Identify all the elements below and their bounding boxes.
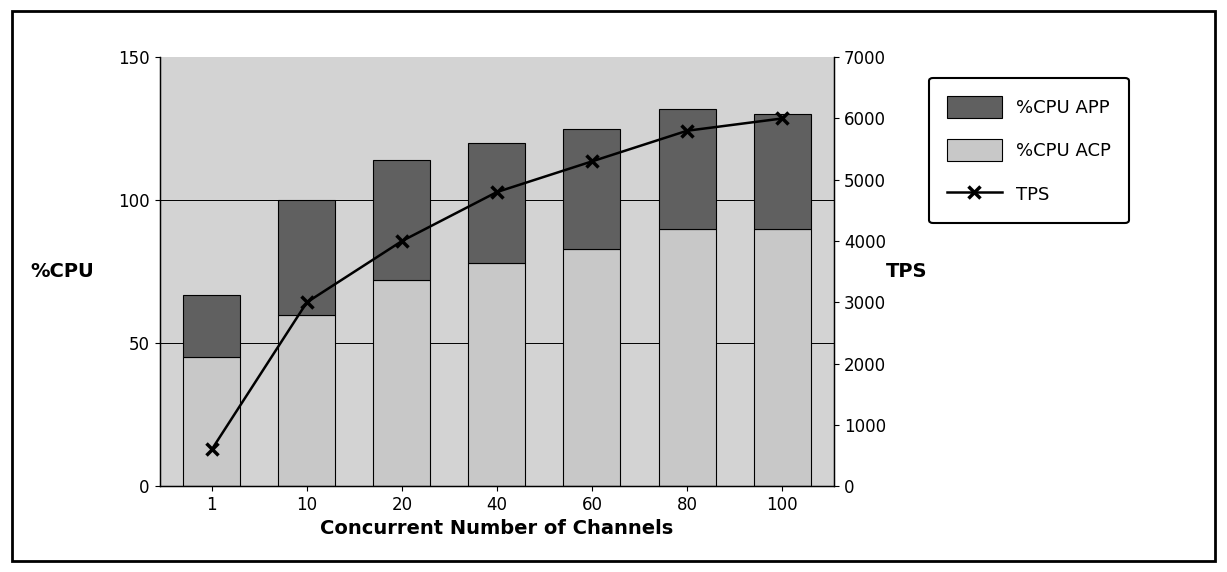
Bar — [373, 280, 431, 486]
Bar — [563, 129, 621, 249]
Y-axis label: %CPU: %CPU — [31, 262, 94, 281]
Bar — [183, 358, 240, 486]
Bar — [279, 315, 335, 486]
Bar — [183, 295, 240, 358]
Bar — [563, 249, 621, 486]
Bar — [659, 109, 715, 229]
X-axis label: Concurrent Number of Channels: Concurrent Number of Channels — [320, 519, 674, 538]
Y-axis label: TPS: TPS — [886, 262, 928, 281]
Bar — [279, 200, 335, 315]
Bar — [469, 143, 525, 263]
Legend: %CPU APP, %CPU ACP, TPS: %CPU APP, %CPU ACP, TPS — [929, 78, 1129, 223]
Bar — [753, 114, 811, 229]
Bar — [469, 263, 525, 486]
Bar — [373, 160, 431, 280]
Bar — [659, 229, 715, 486]
Bar — [753, 229, 811, 486]
